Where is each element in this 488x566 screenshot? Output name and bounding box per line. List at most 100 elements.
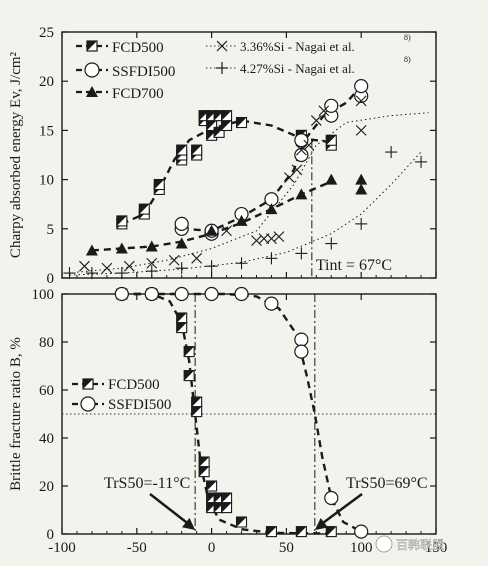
point-half-square-fill bbox=[191, 397, 202, 407]
y-tick-label: 40 bbox=[39, 431, 54, 447]
triangle-marker bbox=[86, 86, 98, 97]
point-half-square bbox=[221, 110, 233, 122]
point-x-stroke bbox=[168, 254, 180, 266]
point-triangle bbox=[325, 173, 338, 185]
point-triangle bbox=[175, 237, 188, 249]
point-half-square bbox=[221, 119, 233, 132]
legend-fcd700: FCD700 bbox=[76, 86, 164, 102]
point-triangle bbox=[355, 183, 368, 195]
plot-frame bbox=[61, 31, 437, 279]
point-half-square-fill bbox=[176, 145, 187, 156]
y-tick-label: 0 bbox=[47, 527, 55, 543]
point-half-square bbox=[295, 526, 307, 538]
point-circle bbox=[324, 490, 339, 506]
circle-marker bbox=[80, 396, 96, 412]
point-half-square-fill bbox=[206, 481, 217, 491]
top-legend-right: 3.36%Si - Nagai et al. 8) 4.27%Si - Naga… bbox=[206, 33, 411, 76]
point-plus bbox=[115, 267, 128, 280]
point-plus bbox=[145, 265, 158, 278]
circle-marker bbox=[84, 62, 100, 78]
tint-annotation: Tint = 67°C bbox=[316, 257, 392, 274]
half-square-marker bbox=[82, 378, 94, 390]
point-half-square bbox=[176, 144, 188, 156]
fcd500-trend bbox=[121, 119, 332, 225]
legend-ssfdi500-bottom: SSFDI500 bbox=[72, 396, 171, 413]
point-x bbox=[266, 233, 277, 245]
point-x-stroke bbox=[318, 105, 330, 117]
point-circle bbox=[294, 133, 309, 148]
point-circle bbox=[264, 296, 279, 311]
legend-nagai-336-label: 3.36%Si - Nagai et al. bbox=[240, 39, 355, 54]
nagai-336-trend bbox=[76, 112, 429, 273]
point-circle bbox=[294, 147, 309, 163]
point-half-square-fill bbox=[221, 120, 232, 131]
point-plus bbox=[355, 217, 368, 230]
point-triangle bbox=[355, 173, 368, 185]
point-half-square-fill bbox=[139, 204, 150, 215]
legend-fcd500: FCD500 bbox=[76, 40, 164, 56]
point-plus bbox=[85, 267, 98, 280]
point-half-square bbox=[191, 406, 203, 418]
point-triangle bbox=[265, 203, 278, 215]
x-tick-label: 0 bbox=[208, 540, 216, 556]
x-tick-label: 150 bbox=[425, 540, 448, 556]
point-half-square-fill bbox=[184, 370, 195, 381]
point-x bbox=[79, 260, 90, 272]
legend-nagai-427-ref: 8) bbox=[404, 55, 411, 64]
point-plus bbox=[235, 257, 248, 270]
point-plus bbox=[205, 260, 218, 273]
point-half-square bbox=[235, 516, 248, 528]
y-tick-label: 25 bbox=[39, 25, 54, 41]
point-triangle bbox=[115, 242, 128, 254]
point-triangle bbox=[85, 244, 98, 256]
legend-nagai-427-label: 4.27%Si - Nagai et al. bbox=[240, 61, 355, 76]
legend-ssfdi500: SSFDI500 bbox=[76, 62, 175, 80]
point-half-square bbox=[191, 144, 203, 156]
trs50-arrow bbox=[149, 493, 192, 527]
legend-fcd500-bottom-label: FCD500 bbox=[108, 377, 160, 393]
point-x-stroke bbox=[79, 260, 90, 272]
point-half-square-fill bbox=[236, 117, 247, 128]
point-circle bbox=[354, 524, 369, 539]
legend-ssfdi500-label: SSFDI500 bbox=[112, 64, 175, 80]
point-half-square-fill bbox=[206, 120, 217, 131]
point-half-square-fill bbox=[326, 526, 337, 537]
point-half-square-fill bbox=[236, 517, 247, 527]
point-x-stroke bbox=[258, 233, 270, 245]
point-x-stroke bbox=[146, 257, 158, 269]
point-half-square-fill bbox=[221, 493, 232, 503]
point-half-square bbox=[325, 134, 337, 146]
point-half-square bbox=[198, 456, 210, 468]
point-x bbox=[101, 262, 113, 274]
point-half-square bbox=[325, 526, 337, 538]
point-half-square-fill bbox=[191, 406, 202, 417]
point-x bbox=[146, 257, 158, 269]
point-triangle bbox=[205, 224, 218, 236]
point-x-stroke bbox=[221, 225, 232, 237]
y-tick-label: 0 bbox=[47, 271, 55, 287]
point-triangle bbox=[145, 240, 158, 252]
point-x bbox=[221, 225, 232, 237]
point-x-stroke bbox=[123, 260, 135, 272]
point-half-square bbox=[221, 502, 233, 514]
point-x bbox=[303, 139, 315, 151]
point-x-stroke bbox=[355, 95, 367, 107]
point-x-stroke bbox=[310, 115, 322, 126]
point-half-square-fill bbox=[116, 215, 127, 226]
point-x bbox=[123, 260, 135, 272]
point-x-stroke bbox=[266, 233, 277, 245]
y-axis-label: Brittle fracture ratio B, % bbox=[8, 337, 24, 491]
legend-nagai-427: 4.27%Si - Nagai et al. 8) bbox=[206, 55, 411, 76]
point-x-stroke bbox=[101, 262, 113, 274]
point-half-square bbox=[221, 492, 233, 504]
point-x bbox=[251, 235, 262, 246]
point-x bbox=[355, 125, 367, 136]
point-circle bbox=[294, 332, 309, 347]
x-tick-label: -50 bbox=[127, 540, 147, 556]
point-half-square-fill bbox=[191, 145, 202, 156]
point-half-square bbox=[138, 203, 150, 215]
y-tick-label: 15 bbox=[39, 123, 54, 139]
point-circle bbox=[144, 286, 159, 302]
point-plus bbox=[295, 247, 308, 260]
trs50-label: TrS50=69°C bbox=[346, 475, 428, 492]
